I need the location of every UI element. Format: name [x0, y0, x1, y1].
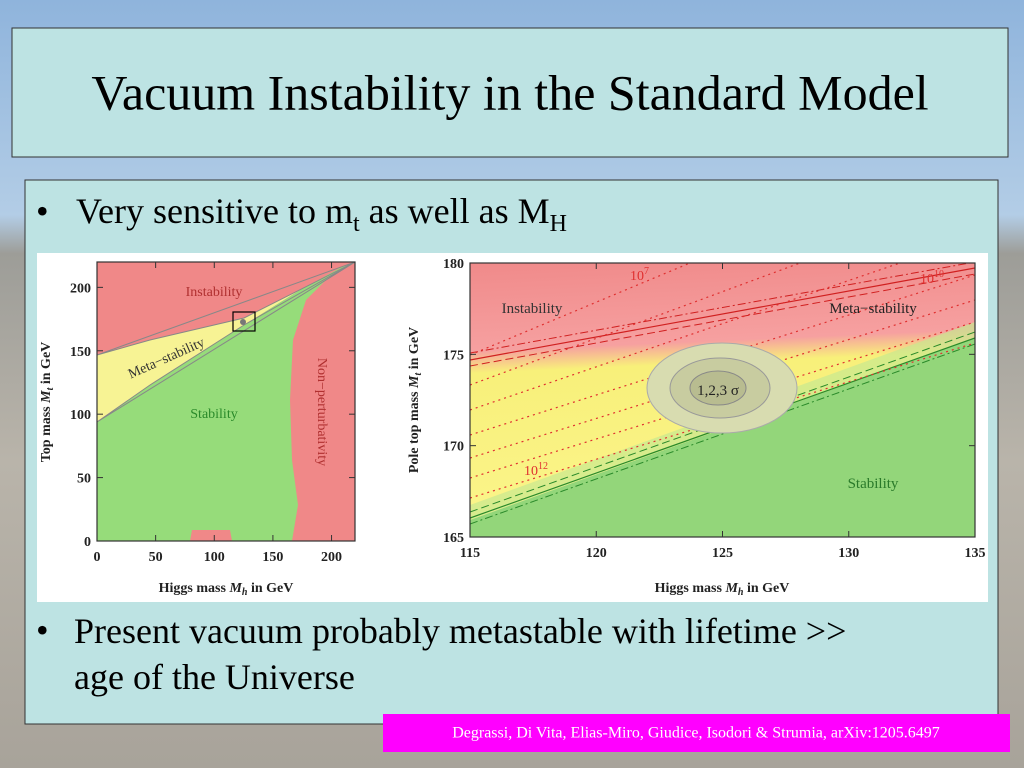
right-regions	[470, 263, 975, 537]
bullet-2-wrap: Present vacuum probably metastable with …	[74, 611, 847, 697]
boundary	[470, 343, 975, 525]
region-label: Stability	[190, 407, 237, 422]
bullet-dot: •	[36, 610, 49, 650]
y-tick-label: 165	[443, 531, 464, 546]
x-tick-label: 135	[965, 546, 986, 561]
label-part: in GeV	[39, 342, 54, 388]
region-label: Non−perturbativity	[314, 358, 329, 466]
subscript: t	[353, 211, 360, 237]
y-tick-label: 170	[443, 440, 464, 455]
x-axis-label: Higgs mass Mh in GeV	[655, 581, 790, 598]
label-part: M	[724, 581, 738, 596]
bullet-dot: •	[36, 191, 49, 231]
label-part: h	[242, 587, 248, 598]
stability-region	[97, 262, 355, 541]
label-part: in GeV	[743, 581, 789, 596]
y-tick-label: 200	[70, 281, 91, 296]
label-part: Top mass	[39, 403, 54, 462]
boundary	[470, 267, 975, 361]
boundary	[470, 263, 973, 354]
x-tick-label: 120	[586, 546, 607, 561]
x-tick-label: 100	[204, 550, 225, 565]
region-label: Meta−stability	[829, 301, 917, 317]
y-tick-label: 100	[70, 408, 91, 423]
annotation: 1012	[524, 461, 548, 479]
label-part: t	[45, 386, 56, 390]
y-tick-label: 175	[443, 348, 464, 363]
x-tick-label: 150	[262, 550, 283, 565]
annotation-exp: 12	[538, 461, 548, 472]
annotation: 1010	[920, 269, 944, 287]
label-part: t	[413, 372, 424, 376]
x-tick-label: 130	[838, 546, 859, 561]
x-tick-label: 115	[460, 546, 480, 561]
zoom-box	[232, 311, 256, 332]
y-axis-label: Top mass Mt in GeV	[39, 342, 56, 463]
stability-region	[470, 338, 975, 537]
label-part: in GeV	[247, 581, 293, 596]
y-tick-label: 50	[77, 472, 91, 487]
y-tick-label: 0	[84, 535, 91, 550]
label-part: M	[39, 390, 54, 404]
annotation-base: 10	[920, 272, 934, 287]
region-label: Instability	[186, 285, 243, 300]
boundary	[97, 262, 355, 423]
citation: Degrassi, Di Vita, Elias-Miro, Giudice, …	[452, 725, 940, 742]
annotation-base: 10	[630, 269, 644, 284]
plot-frame	[96, 261, 356, 542]
measurement	[240, 319, 246, 325]
label-part: M	[228, 581, 242, 596]
annotation-exp: 7	[644, 266, 649, 277]
label-part: h	[738, 587, 744, 598]
boundary	[470, 273, 975, 367]
x-tick-label: 50	[149, 550, 163, 565]
label-part: M	[407, 375, 422, 389]
x-tick-label: 0	[94, 550, 101, 565]
metastability-region	[97, 262, 355, 422]
citation-box	[383, 714, 1010, 752]
contour	[689, 370, 747, 406]
y-axis-label: Pole top mass Mt in GeV	[407, 327, 424, 473]
instability-region	[190, 530, 232, 541]
y-tick-label: 150	[70, 345, 91, 360]
left-regions	[97, 262, 355, 541]
bullet-text: Very sensitive to m	[76, 191, 353, 231]
annotation-base: 10	[524, 464, 538, 479]
bullet-1: Very sensitive to mt as well as MH	[76, 191, 567, 237]
annotation-exp: 10	[934, 269, 944, 280]
bullet-2: Present vacuum probably metastable with …	[74, 611, 847, 697]
contour-label: 1,2,3 σ	[697, 383, 739, 399]
annotation: 107	[630, 266, 649, 284]
title: Vacuum Instability in the Standard Model	[91, 64, 928, 120]
region-label: Instability	[502, 301, 563, 317]
x-tick-label: 125	[712, 546, 733, 561]
label-part: in GeV	[407, 327, 422, 373]
label-part: Pole top mass	[407, 388, 422, 473]
boundary	[97, 262, 355, 356]
region-label: Stability	[848, 476, 899, 492]
title-box	[11, 27, 1009, 158]
x-tick-label: 200	[321, 550, 342, 565]
x-axis-label: Higgs mass Mh in GeV	[159, 581, 294, 598]
label-part: Higgs mass	[655, 581, 726, 596]
bullet-text: as well as M	[360, 191, 550, 231]
y-tick-label: 180	[443, 257, 464, 272]
subscript: H	[550, 211, 567, 237]
label-part: Higgs mass	[159, 581, 230, 596]
